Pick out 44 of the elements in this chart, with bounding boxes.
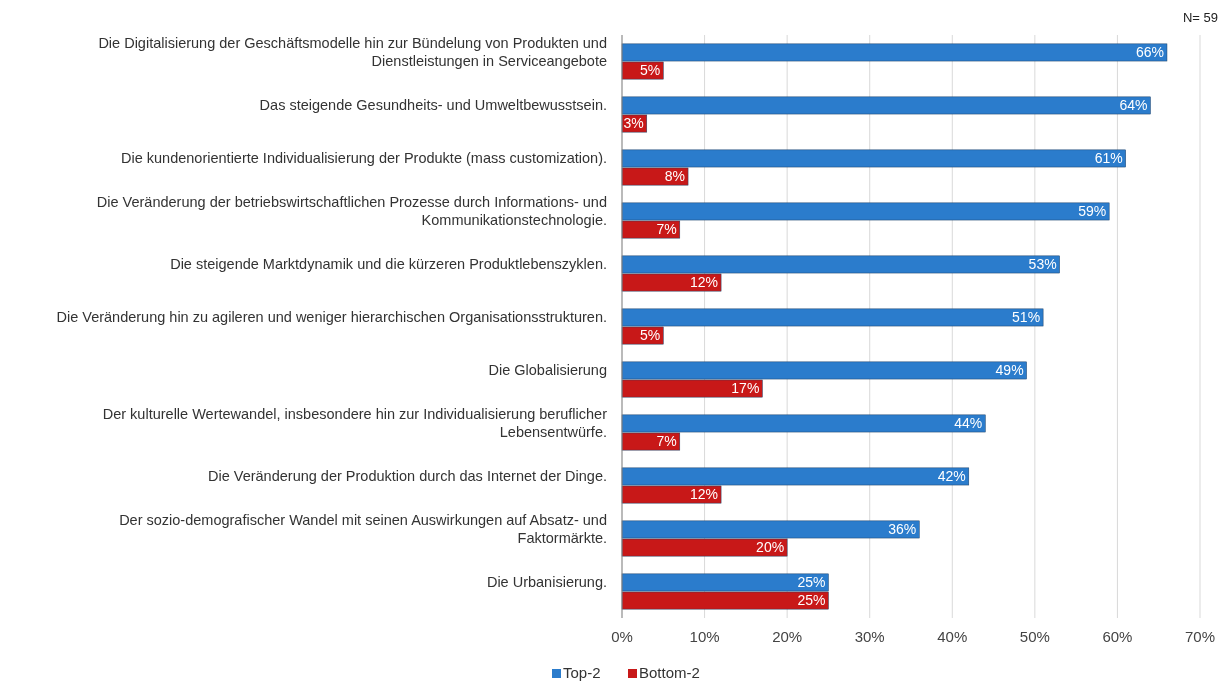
data-label: 36%: [888, 521, 917, 538]
data-label: 3%: [623, 115, 644, 132]
data-label: 7%: [656, 433, 677, 450]
y-tick-label: Die Veränderung der betriebswirtschaftlichen Prozesse durch Informations- und Kommunikationstechnologie.: [96, 194, 607, 229]
data-label: 8%: [664, 168, 686, 185]
y-tick-label: Die Globalisierung: [488, 362, 607, 379]
x-tick-label: 50%: [1019, 628, 1050, 645]
y-tick-label: Der kulturelle Wertewandel, insbesondere hin zur Individualisierung beruflicher Lebensentwürfe.: [102, 406, 608, 441]
y-tick-label: Die Veränderung hin zu agileren und weniger hierarchischen Organisationsstrukturen.: [56, 309, 607, 326]
x-tick-label: 40%: [937, 628, 968, 645]
data-label: 17%: [731, 380, 760, 397]
y-tick-label: Die kundenorientierte Individualisierung der Produkte (mass customization).: [121, 150, 607, 167]
y-tick-label: Die Urbanisierung.: [486, 574, 607, 591]
data-label: 5%: [640, 62, 661, 79]
data-label: 12%: [690, 274, 719, 291]
data-label: 61%: [1094, 150, 1123, 167]
legend-label: Top-2: [563, 664, 601, 681]
data-label: 20%: [756, 539, 785, 556]
x-tick-label: 30%: [854, 628, 885, 645]
data-label: 44%: [954, 415, 983, 432]
text: N= 59: [1182, 10, 1218, 25]
x-tick-label: 70%: [1184, 628, 1216, 645]
y-tick-label: Der sozio-demografischer Wandel mit seinen Auswirkungen auf Absatz- und Faktormärkte.: [119, 512, 607, 547]
data-label: 59%: [1078, 203, 1107, 220]
data-label: 66%: [1135, 44, 1164, 61]
data-label: 64%: [1119, 97, 1148, 114]
data-label: 53%: [1028, 256, 1057, 273]
y-tick-label: Die steigende Marktdynamik und die kürzeren Produktlebenszyklen.: [170, 256, 607, 273]
data-label: 25%: [797, 574, 826, 591]
data-label: 5%: [640, 327, 661, 344]
y-tick-label: Die Veränderung der Produktion durch das Internet der Dinge.: [208, 468, 607, 485]
y-tick-label: Die Digitalisierung der Geschäftsmodelle hin zur Bündelung von Produkten und Dienstleistungen in Serviceangebote: [98, 35, 607, 70]
data-label: 42%: [937, 468, 966, 485]
data-label: 51%: [1012, 309, 1041, 326]
x-tick-label: 0%: [611, 628, 633, 645]
legend-label: Bottom-2: [639, 664, 700, 681]
data-label: 25%: [797, 592, 826, 609]
x-tick-label: 20%: [772, 628, 803, 645]
data-label: 12%: [690, 486, 719, 503]
data-label: 49%: [995, 362, 1024, 379]
x-tick-label: 60%: [1102, 628, 1133, 645]
x-tick-label: 10%: [689, 628, 720, 645]
data-label: 7%: [656, 221, 677, 238]
y-tick-label: Das steigende Gesundheits- und Umweltbewusstsein.: [259, 97, 607, 114]
